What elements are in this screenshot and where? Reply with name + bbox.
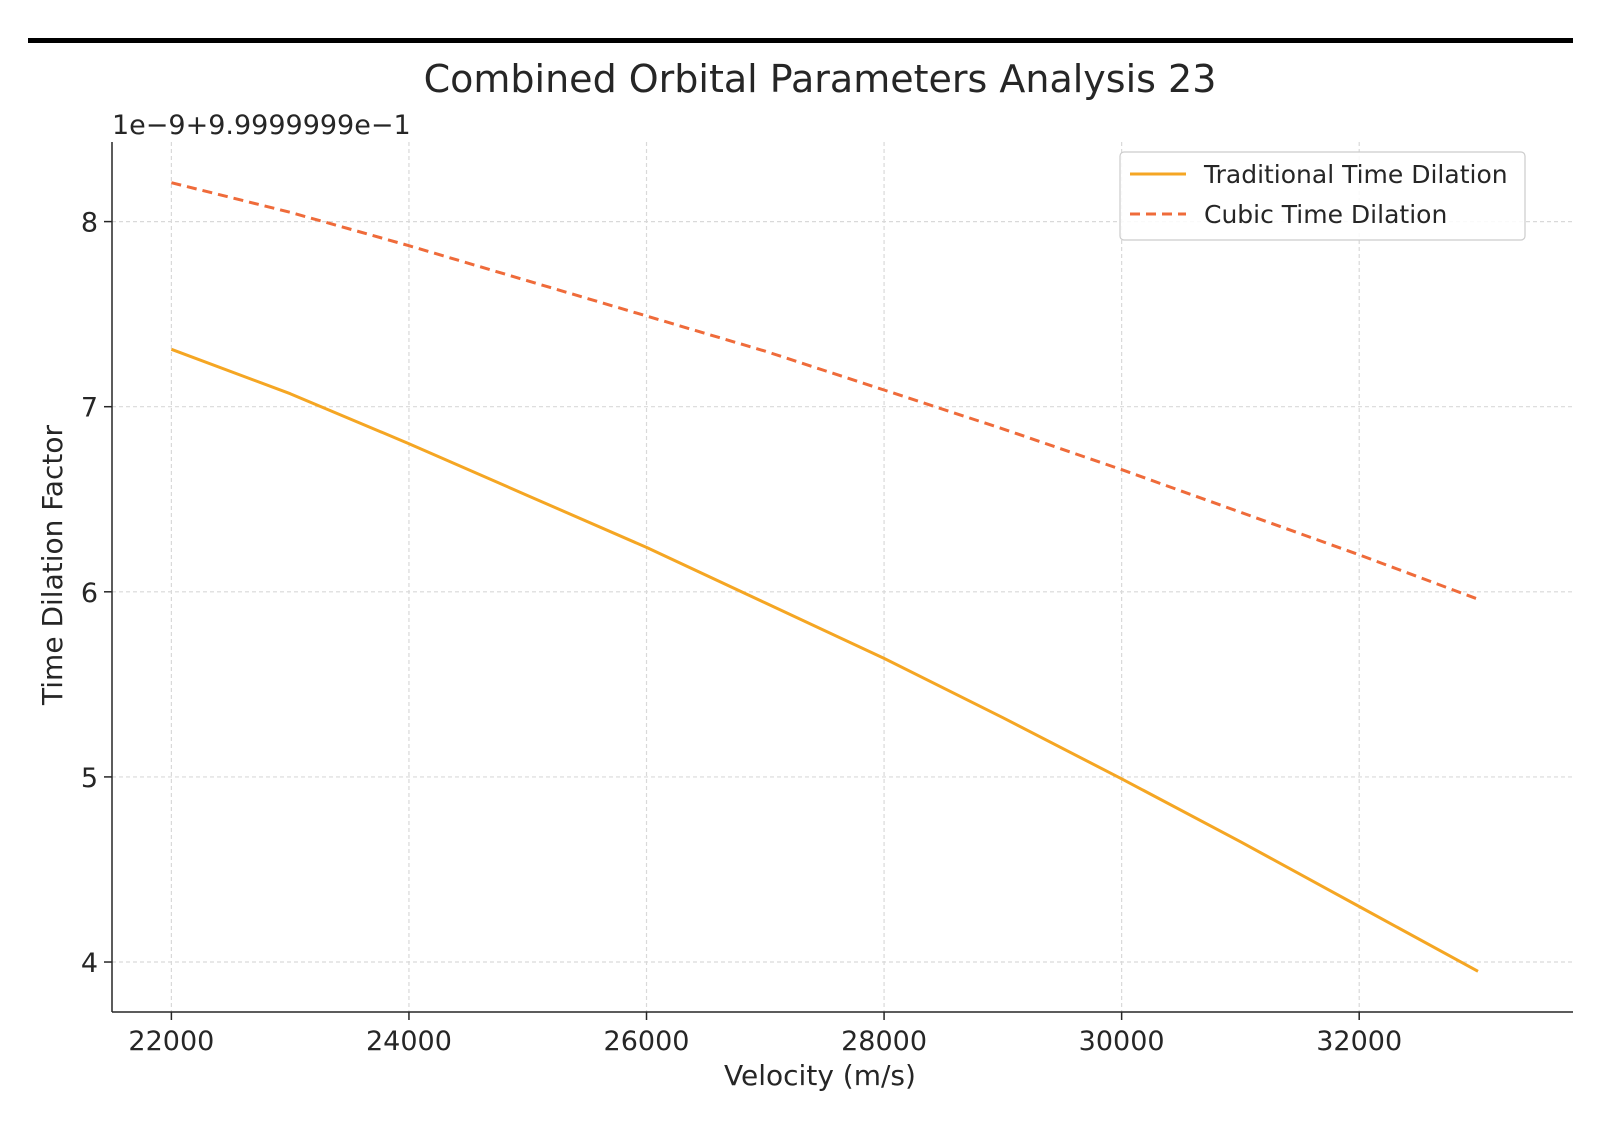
ticks: 22000 24000 26000 28000 30000 32000 4 5 6 7 8 <box>81 208 1402 1057</box>
y-axis-label: Time Dilation Factor <box>36 425 69 706</box>
series-layer <box>170 181 1479 973</box>
x-axis-label: Velocity (m/s) <box>724 1059 916 1092</box>
y-tick-label: 7 <box>81 393 98 424</box>
legend-box <box>1119 151 1526 241</box>
grid <box>112 142 1573 1012</box>
chart-title: Combined Orbital Parameters Analysis 23 <box>424 57 1217 101</box>
x-tick-label: 30000 <box>1079 1026 1165 1057</box>
series-line-1 <box>171 181 1479 601</box>
x-tick-label: 24000 <box>366 1026 452 1057</box>
legend-label-0: Traditional Time Dilation <box>1203 160 1508 189</box>
y-tick-label: 8 <box>81 208 98 239</box>
x-tick-label: 28000 <box>841 1026 927 1057</box>
legend: Traditional Time Dilation Cubic Time Dila… <box>1119 151 1526 241</box>
y-tick-label: 6 <box>81 578 98 609</box>
y-tick-label: 4 <box>81 948 98 979</box>
x-tick-label: 32000 <box>1316 1026 1402 1057</box>
series-line-0 <box>170 347 1479 973</box>
axes <box>111 142 1573 1013</box>
top-rule <box>28 38 1573 43</box>
legend-label-1: Cubic Time Dilation <box>1204 200 1447 229</box>
x-tick-label: 26000 <box>604 1026 690 1057</box>
y-offset-label: 1e−9+9.9999999e−1 <box>112 110 411 141</box>
y-tick-label: 5 <box>81 763 98 794</box>
x-tick-label: 22000 <box>128 1026 214 1057</box>
